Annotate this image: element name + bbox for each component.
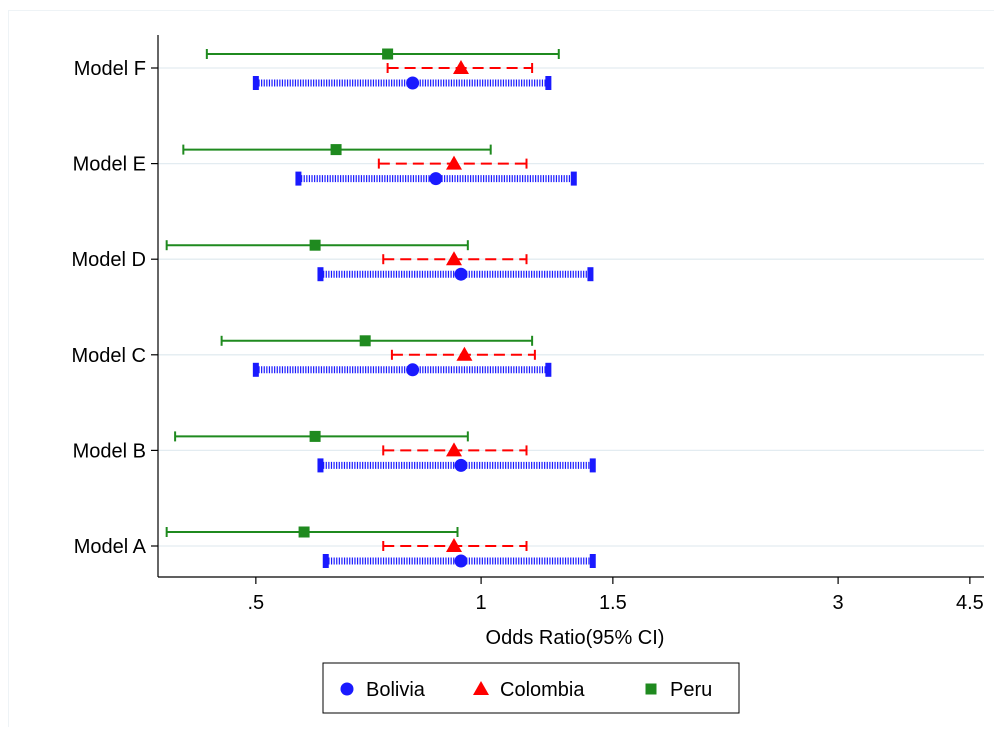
chart-frame	[8, 10, 994, 727]
bolivia-model-c-ci-cap-high	[545, 362, 552, 377]
bolivia-model-d-point	[454, 267, 468, 281]
legend-label-colombia: Colombia	[500, 679, 585, 701]
x-tick-label-4.5: 4.5	[956, 592, 984, 614]
colombia-model-e-point	[446, 155, 463, 170]
legend-marker-colombia	[473, 681, 489, 695]
bolivia-model-c-point	[406, 363, 420, 377]
colombia-model-a-point	[446, 538, 463, 552]
bolivia-model-a-ci-cap-high	[589, 554, 596, 568]
y-ticks: Model F Model E Model D Model C Model B Model…	[72, 58, 158, 558]
series	[165, 48, 596, 568]
bolivia-model-a-ci-cap-low	[322, 554, 329, 568]
y-tick-label-model-c: Model C	[72, 345, 146, 367]
y-tick-label-model-a: Model A	[74, 536, 147, 558]
peru-model-e-point	[330, 144, 342, 156]
y-tick-label-model-b: Model B	[73, 440, 146, 462]
bolivia-model-f-point	[406, 76, 420, 90]
colombia-model-d-point	[446, 251, 463, 266]
axes	[157, 35, 984, 578]
x-tick-label-3: 3	[833, 592, 844, 614]
bolivia-model-b-ci-cap-low	[317, 458, 324, 473]
series-bolivia	[252, 76, 596, 568]
bolivia-model-e-ci-cap-low	[295, 171, 302, 186]
y-tick-label-model-e: Model E	[73, 154, 146, 176]
bolivia-model-f-ci-cap-high	[545, 76, 552, 90]
legend-label-bolivia: Bolivia	[366, 679, 426, 701]
colombia-model-f-point	[452, 60, 469, 74]
peru-model-f-point	[382, 48, 394, 60]
legend: Bolivia Colombia Peru	[322, 662, 740, 714]
y-tick-label-model-d: Model D	[72, 249, 146, 271]
colombia-model-c-point	[456, 346, 473, 361]
legend-box	[322, 662, 740, 714]
series-colombia	[377, 60, 536, 552]
peru-model-c-point	[359, 335, 371, 347]
bolivia-model-f-ci-cap-low	[252, 76, 259, 90]
x-tick-label-1: 1	[476, 592, 487, 614]
legend-marker-bolivia	[340, 682, 354, 696]
x-tick-label-.5: .5	[248, 592, 265, 614]
bolivia-model-c-ci-cap-low	[252, 362, 259, 377]
gridlines	[158, 67, 984, 547]
x-ticks: .5 1 1.5 3 4.5	[248, 577, 984, 614]
bolivia-model-b-ci-cap-high	[589, 458, 596, 473]
x-axis-label: Odds Ratio(95% CI)	[486, 627, 665, 649]
legend-marker-peru	[645, 683, 657, 695]
x-tick-label-1.5: 1.5	[599, 592, 627, 614]
y-tick-label-model-f: Model F	[74, 58, 146, 80]
series-peru	[165, 48, 560, 538]
bolivia-model-e-point	[429, 172, 443, 186]
bolivia-model-b-point	[454, 458, 468, 472]
bolivia-model-a-point	[454, 554, 468, 568]
peru-model-a-point	[298, 526, 310, 538]
colombia-model-b-point	[446, 442, 463, 457]
peru-model-b-point	[309, 430, 321, 442]
peru-model-d-point	[309, 239, 321, 251]
bolivia-model-e-ci-cap-high	[570, 171, 577, 186]
bolivia-model-d-ci-cap-high	[587, 267, 594, 282]
bolivia-model-d-ci-cap-low	[317, 267, 324, 282]
legend-label-peru: Peru	[670, 679, 712, 701]
